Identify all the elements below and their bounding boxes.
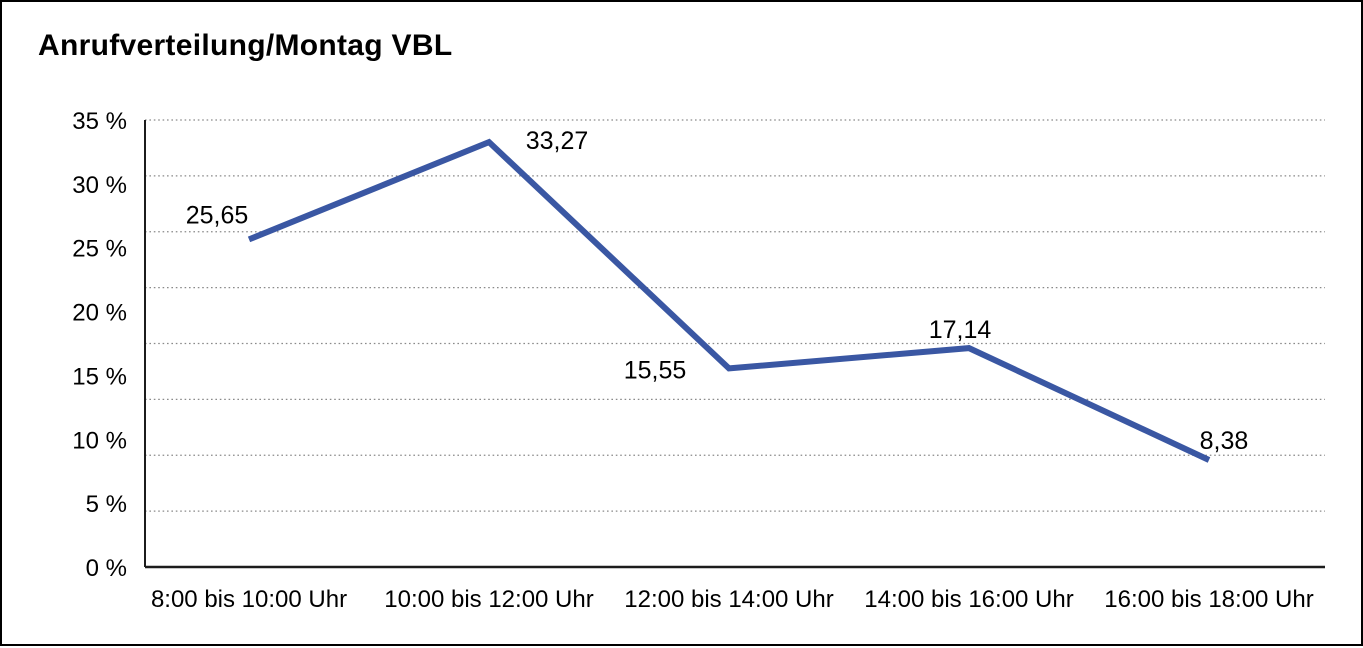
y-tick-label: 30 %	[72, 172, 127, 199]
x-category-label: 8:00 bis 10:00 Uhr	[151, 586, 347, 613]
data-point-label: 17,14	[929, 316, 992, 344]
x-category-label: 10:00 bis 12:00 Uhr	[384, 586, 593, 613]
x-category-label: 14:00 bis 16:00 Uhr	[864, 586, 1073, 613]
chart-title: Anrufverteilung/Montag VBL	[38, 29, 453, 62]
x-category-label: 16:00 bis 18:00 Uhr	[1104, 586, 1313, 613]
data-point-label: 33,27	[526, 127, 589, 155]
y-tick-label: 35 %	[72, 108, 127, 135]
y-tick-label: 20 %	[72, 300, 127, 327]
y-tick-label: 5 %	[86, 491, 127, 518]
x-category-label: 12:00 bis 14:00 Uhr	[624, 586, 833, 613]
y-tick-label: 0 %	[86, 555, 127, 582]
data-point-label: 15,55	[624, 356, 687, 384]
y-tick-label: 10 %	[72, 427, 127, 454]
data-point-label: 8,38	[1200, 427, 1249, 455]
data-point-label: 25,65	[186, 201, 249, 229]
y-tick-label: 25 %	[72, 236, 127, 263]
data-line	[247, 138, 1211, 463]
y-tick-label: 15 %	[72, 363, 127, 390]
